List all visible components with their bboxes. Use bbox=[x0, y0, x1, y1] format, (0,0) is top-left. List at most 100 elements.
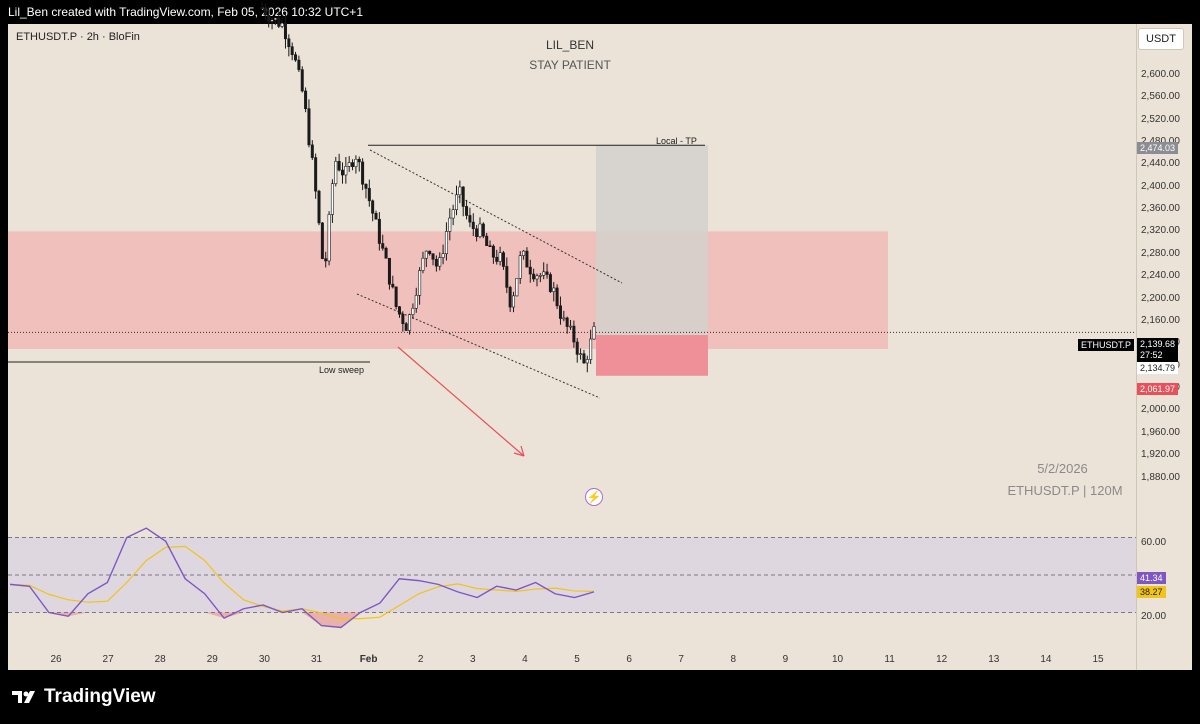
time-tick: 15 bbox=[1092, 654, 1104, 665]
candle bbox=[351, 159, 355, 171]
candle-body bbox=[273, 17, 277, 21]
rsi-ma-badge: 38.27 bbox=[1137, 586, 1166, 598]
candle-body bbox=[515, 278, 519, 297]
candle-body bbox=[263, 7, 267, 16]
candle bbox=[344, 156, 348, 184]
time-tick: 28 bbox=[154, 654, 166, 665]
time-tick: 29 bbox=[206, 654, 218, 665]
candle bbox=[277, 11, 281, 28]
candle-body bbox=[542, 271, 546, 276]
candle bbox=[290, 42, 294, 61]
candle bbox=[391, 275, 395, 289]
candle-body bbox=[525, 250, 529, 268]
price-tick: 2,240.00 bbox=[1141, 270, 1180, 282]
stop-loss-box bbox=[596, 335, 708, 376]
candle bbox=[294, 51, 298, 62]
candle bbox=[394, 286, 398, 310]
candle bbox=[461, 186, 465, 217]
candle-body bbox=[575, 341, 579, 355]
candle bbox=[495, 249, 499, 265]
candle-body bbox=[283, 22, 287, 40]
candle-body bbox=[528, 266, 532, 275]
candle-body bbox=[491, 245, 495, 258]
candle bbox=[304, 87, 308, 113]
left-gutter bbox=[0, 24, 8, 670]
candle-body bbox=[444, 231, 448, 254]
time-tick: 10 bbox=[831, 654, 844, 665]
candle bbox=[408, 313, 412, 335]
candle-body bbox=[347, 162, 351, 167]
candle-body bbox=[267, 14, 271, 22]
price-tick: 2,520.00 bbox=[1141, 113, 1180, 125]
candle bbox=[340, 162, 344, 184]
candle-body bbox=[555, 287, 559, 307]
candle-body bbox=[317, 190, 321, 224]
candle bbox=[287, 34, 291, 57]
candle-body bbox=[304, 90, 308, 109]
tradingview-logo[interactable]: TradingView bbox=[12, 686, 156, 708]
candle-body bbox=[297, 59, 301, 70]
price-tick: 2,400.00 bbox=[1141, 180, 1180, 192]
candle-body bbox=[572, 325, 576, 343]
candle bbox=[569, 319, 573, 330]
candle bbox=[418, 267, 422, 305]
candle bbox=[347, 156, 351, 172]
price-tick: 2,440.00 bbox=[1141, 158, 1180, 170]
candle bbox=[451, 204, 455, 226]
price-tick: 1,880.00 bbox=[1141, 471, 1180, 483]
candle-body bbox=[468, 215, 472, 223]
low-sweep-label: Low sweep bbox=[319, 365, 365, 375]
candle bbox=[334, 156, 338, 187]
candle bbox=[532, 268, 536, 282]
price-tick: 2,480.00 bbox=[1141, 136, 1180, 147]
candle bbox=[552, 282, 556, 302]
candle-body bbox=[495, 256, 499, 262]
time-tick: 5 bbox=[574, 654, 580, 665]
channel-upper-line bbox=[369, 149, 623, 284]
candle bbox=[478, 217, 482, 239]
time-tick: 30 bbox=[258, 654, 270, 665]
tp-price-badge: 2,474.03 bbox=[1137, 142, 1179, 154]
candle-body bbox=[300, 69, 304, 92]
local-tp-label: Local - TP bbox=[656, 136, 697, 146]
candle-body bbox=[431, 253, 435, 260]
time-tick: 13 bbox=[988, 654, 1000, 665]
lightning-icon[interactable]: ⚡ bbox=[585, 488, 603, 506]
candle bbox=[337, 153, 341, 172]
candle bbox=[354, 155, 358, 174]
candle bbox=[357, 156, 361, 172]
candle-body bbox=[404, 323, 408, 331]
tradingview-logo-icon bbox=[12, 691, 35, 703]
candle-body bbox=[558, 305, 562, 319]
candle-body bbox=[280, 22, 284, 27]
candle bbox=[505, 257, 509, 294]
rsi-value-badge: 41.34 bbox=[1137, 572, 1166, 584]
candle bbox=[538, 273, 542, 283]
candle bbox=[565, 316, 569, 334]
candle-body bbox=[397, 306, 401, 315]
candle bbox=[548, 272, 552, 293]
candle-body bbox=[391, 283, 395, 288]
candle bbox=[465, 199, 469, 220]
candle-body bbox=[565, 317, 569, 327]
time-tick: 8 bbox=[730, 654, 737, 665]
time-tick: 14 bbox=[1040, 654, 1052, 665]
candle-body bbox=[418, 270, 422, 296]
candle bbox=[582, 349, 586, 364]
time-tick: 12 bbox=[936, 654, 948, 665]
candle bbox=[397, 306, 401, 318]
candle bbox=[512, 291, 516, 313]
candle bbox=[542, 262, 546, 280]
currency-button[interactable]: USDT bbox=[1138, 28, 1184, 50]
time-tick: Feb bbox=[359, 654, 378, 665]
candle bbox=[263, 3, 267, 21]
price-tick: 2,600.00 bbox=[1141, 68, 1180, 80]
time-tick: 2 bbox=[417, 654, 424, 665]
candle bbox=[572, 320, 576, 348]
candle-body bbox=[518, 255, 522, 279]
candle bbox=[377, 212, 381, 251]
candle-body bbox=[364, 183, 368, 189]
chart-subtitle: STAY PATIENT bbox=[529, 58, 611, 72]
candle bbox=[458, 180, 462, 204]
